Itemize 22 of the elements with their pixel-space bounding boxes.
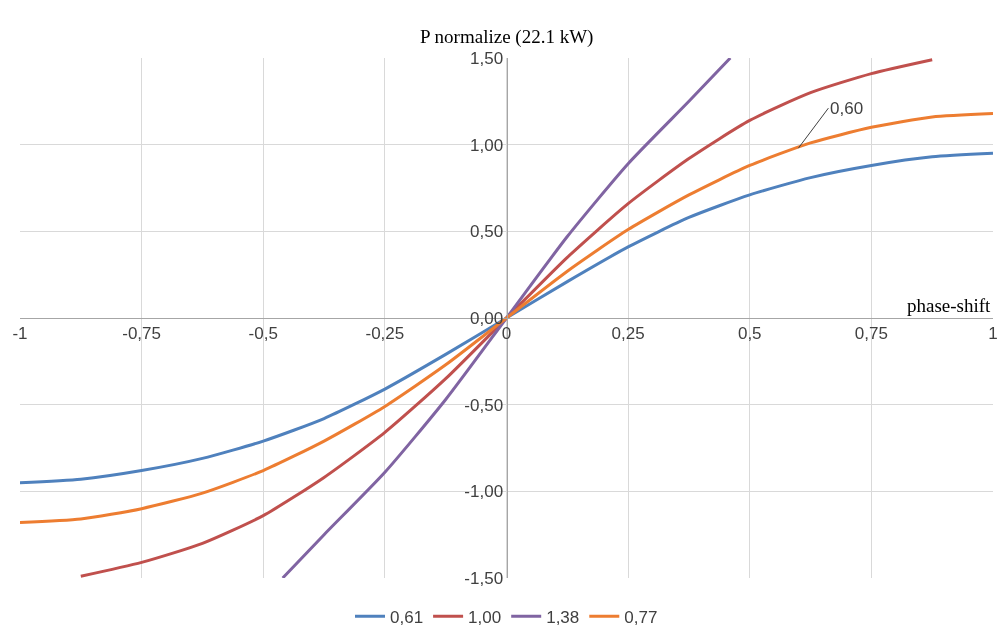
x-tick-label: -0,25	[365, 324, 405, 344]
legend-label: 1,38	[546, 607, 580, 627]
legend-label: 0,77	[624, 607, 658, 627]
x-tick-label: 0,25	[611, 324, 645, 344]
x-tick-label: 1	[988, 324, 998, 344]
y-tick-label: -1,00	[464, 482, 504, 502]
x-tick-label: 0,75	[854, 324, 888, 344]
x-tick-label: -0,75	[122, 324, 162, 344]
x-axis-title: phase-shift	[907, 295, 992, 316]
y-tick-label: 1,50	[470, 48, 504, 68]
x-tick-label: 0,5	[737, 324, 762, 344]
y-tick-label: 1,00	[470, 135, 504, 155]
x-tick-label: 0	[501, 324, 512, 344]
y-tick-label: -0,50	[464, 395, 504, 415]
y-tick-label: 0,50	[470, 222, 504, 242]
y-axis-title: P normalize (22.1 kW)	[420, 26, 594, 48]
x-tick-label: -0,5	[248, 324, 278, 344]
y-tick-label: 0,00	[470, 308, 504, 328]
annotation: 0,60	[830, 99, 864, 118]
x-tick-label: -1	[12, 324, 28, 344]
y-tick-label: -1,50	[464, 568, 504, 588]
legend-label: 0,61	[390, 607, 424, 627]
